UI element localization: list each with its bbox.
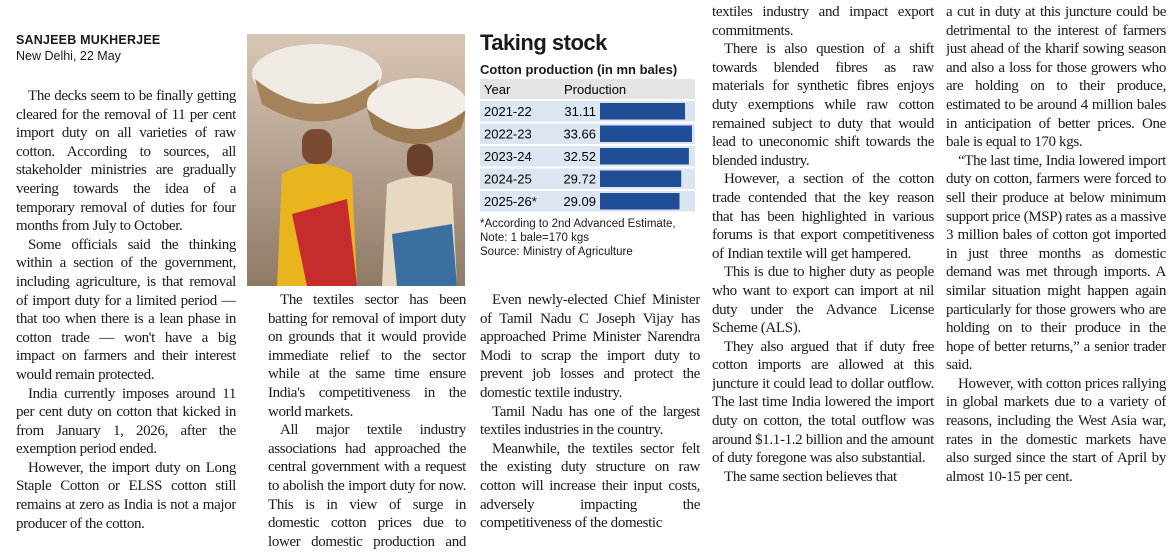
year-label: 2024-25 [484,172,532,187]
paragraph: However, with cotton prices rallying in … [946,375,1166,485]
paragraph: textiles industry and impact export comm… [712,4,934,39]
paragraph: The textiles sector has been batting for… [268,292,466,420]
column: The decks seem to be finally getting cle… [16,87,236,553]
chart-notes: *According to 2nd Advanced Estimate, Not… [480,217,700,259]
dateline: New Delhi, 22 May [16,49,121,63]
chart-table: Year Production 2021-22 31.11 2022-23 33.66 20… [480,79,695,212]
year-label: 2021-22 [484,104,532,119]
year-label: 2025-26* [484,194,537,209]
column-header: Production [564,82,626,97]
byline: SANJEEB MUKHERJEE New Delhi, 22 May [16,33,160,63]
value-label: 29.09 [563,194,596,209]
value-label: 32.52 [563,149,596,164]
bar [600,193,680,210]
header-bg [480,79,695,99]
paragraph: The decks seem to be finally getting cle… [16,88,236,235]
bar [600,103,686,120]
paragraph: Even newly-elected Chief Minister of Tam… [480,292,700,401]
column: Even newly-elected Chief Minister of Tam… [480,291,700,553]
bar [600,148,689,165]
column: The textiles sector has been batting for… [268,291,466,553]
photo [247,34,465,286]
value-label: 29.72 [563,172,596,187]
paragraph: Some officials said the thinking within … [16,236,236,383]
paragraph: a cut in duty at this juncture could be … [946,4,1166,151]
paragraph: They also argued that if duty free cotto… [712,338,934,467]
value-label: 33.66 [563,127,596,142]
author: SANJEEB MUKHERJEE [16,33,161,47]
year-label: 2023-24 [484,149,532,164]
year-label: 2022-23 [484,127,532,142]
paragraph: Meanwhile, the textiles sector felt the … [480,440,700,532]
chart-note: *According to 2nd Advanced Estimate, Not… [480,218,676,244]
bar [600,125,692,142]
chart-source: Source: Ministry of Agriculture [480,246,633,258]
chart-box: Taking stock Cotton production (in mn ba… [480,30,700,259]
column: textiles industry and impact export comm… [712,3,934,553]
chart-title: Taking stock [480,30,607,55]
paragraph: The same section believes that [724,468,897,485]
bar [600,170,682,187]
column: a cut in duty at this juncture could be … [946,3,1166,553]
chart-subtitle: Cotton production (in mn bales) [480,62,678,77]
paragraph: There is also question of a shift toward… [712,41,934,169]
value-label: 31.11 [564,104,596,119]
paragraph: However, the import duty on Long Staple … [16,459,236,532]
paragraph: Tamil Nadu has one of the largest textil… [480,403,700,439]
paragraph: This is due to higher duty as people who… [712,264,934,337]
paragraph: All major textile industry associations … [268,422,466,553]
paragraph: India currently imposes around 11 per ce… [16,385,236,458]
paragraph: However, a section of the cotton trade c… [712,171,934,262]
column-header: Year [484,82,511,97]
paragraph: “The last time, India lowered import dut… [946,152,1166,374]
